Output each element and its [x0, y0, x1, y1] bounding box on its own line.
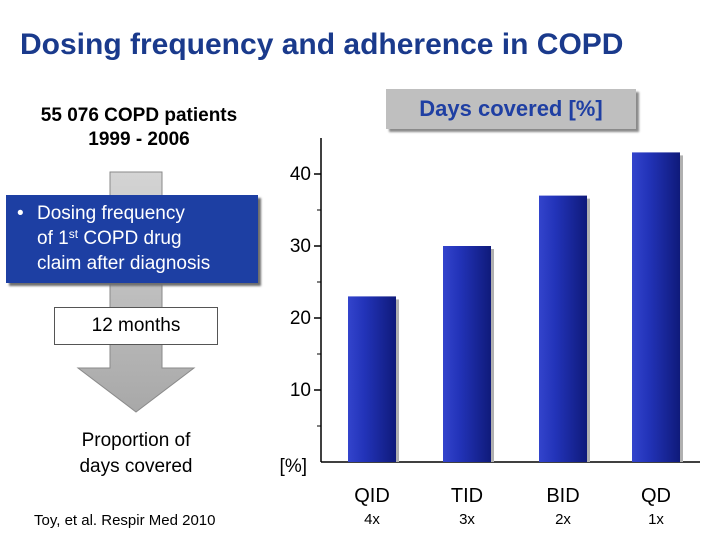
proportion-line-1: Proportion of: [81, 430, 191, 451]
y-tick-label: 40: [290, 164, 311, 185]
page-title: Dosing frequency and adherence in COPD: [20, 28, 624, 61]
dosing-line-3: claim after diagnosis: [37, 253, 211, 274]
months-box: 12 months: [54, 307, 218, 345]
days-covered-label: Days covered [%]: [386, 89, 636, 129]
dosing-frequency-box: • Dosing frequency of 1st COPD drug clai…: [6, 195, 258, 283]
x-category-label: QID: [354, 485, 390, 507]
patients-years: 1999 - 2006: [88, 129, 190, 150]
dosing-line-2: of 1st COPD drug: [37, 227, 182, 249]
bar: [539, 195, 587, 462]
x-sub-label: 4x: [364, 511, 380, 528]
x-category-label: TID: [451, 485, 483, 507]
proportion-label: Proportion of days covered: [36, 428, 236, 480]
y-tick-label: 20: [290, 308, 311, 329]
bullet-icon: •: [17, 203, 24, 224]
patients-label: 55 076 COPD patients 1999 - 2006: [14, 104, 264, 152]
dosing-line-1: Dosing frequency: [37, 203, 185, 224]
y-tick-label: 10: [290, 380, 311, 401]
x-sub-label: 3x: [459, 511, 475, 528]
x-category-label: BID: [546, 485, 579, 507]
citation: Toy, et al. Respir Med 2010: [34, 512, 216, 529]
proportion-line-2: days covered: [79, 456, 193, 477]
bar: [632, 152, 680, 462]
bar: [443, 246, 491, 462]
x-sub-label: 2x: [555, 511, 571, 528]
x-category-label: QD: [641, 485, 671, 507]
patients-count: 55 076 COPD patients: [40, 105, 238, 126]
bar: [348, 296, 396, 462]
y-axis-label: [%]: [280, 456, 307, 477]
x-sub-label: 1x: [648, 511, 664, 528]
y-tick-label: 30: [290, 236, 311, 257]
